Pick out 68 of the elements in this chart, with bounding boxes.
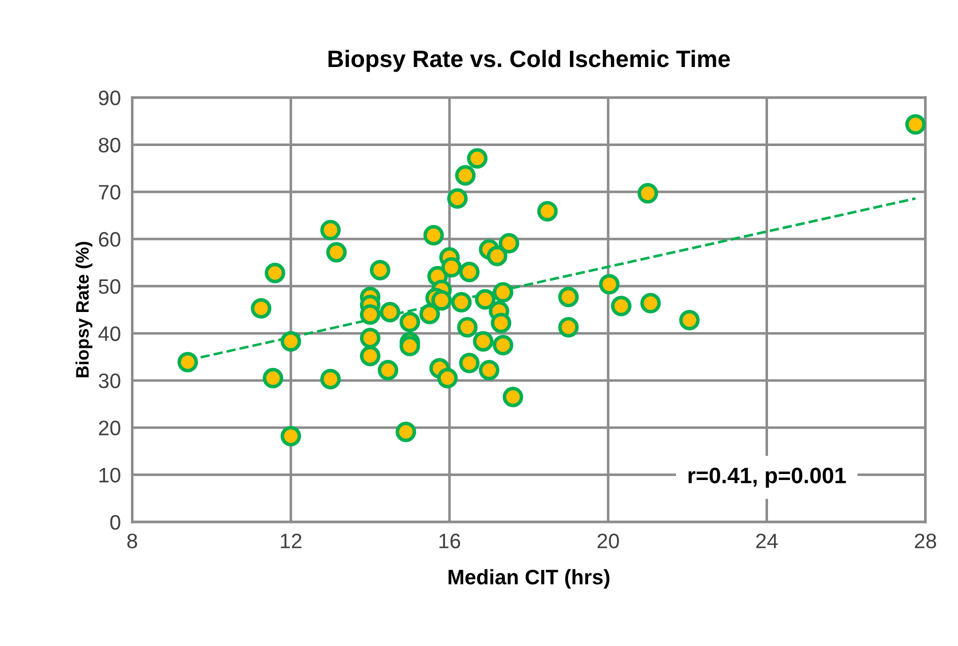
point	[492, 334, 514, 356]
y-tick-label: 50	[98, 279, 120, 294]
point	[437, 368, 458, 388]
point	[177, 352, 198, 372]
x-tick-label: 16	[439, 534, 460, 548]
point	[441, 257, 462, 278]
point	[250, 298, 272, 319]
point	[558, 286, 579, 308]
point	[478, 360, 500, 380]
point	[447, 188, 468, 209]
point	[498, 233, 520, 254]
chart-title: Biopsy Rate vs. Cold Ischemic Time	[328, 50, 730, 72]
point	[396, 422, 416, 442]
point	[280, 426, 302, 446]
point	[360, 346, 380, 366]
point	[262, 368, 284, 388]
point	[467, 148, 488, 169]
point	[474, 289, 496, 310]
point	[380, 302, 400, 322]
y-tick-label: 80	[98, 138, 120, 152]
x-tick-label: 8	[127, 534, 138, 548]
x-tick-label: 28	[914, 534, 936, 548]
point	[431, 290, 452, 311]
point	[472, 331, 494, 352]
point	[492, 282, 514, 303]
point	[455, 165, 476, 186]
point	[400, 336, 420, 356]
point	[905, 114, 926, 135]
point	[280, 331, 302, 352]
point	[320, 220, 341, 240]
x-tick-label: 20	[598, 534, 619, 548]
point	[370, 260, 390, 280]
point	[378, 360, 398, 380]
point	[502, 386, 524, 408]
point	[490, 312, 512, 334]
point	[264, 262, 286, 284]
point	[320, 368, 341, 390]
point	[459, 352, 480, 374]
point	[486, 246, 508, 266]
y-tick-label: 20	[98, 420, 120, 436]
y-tick-label: 0	[110, 514, 120, 530]
y-tick-label: 30	[98, 373, 120, 388]
point	[558, 316, 579, 338]
point	[599, 274, 620, 295]
point	[640, 292, 661, 314]
y-tick-label: 10	[100, 468, 120, 483]
point	[423, 225, 444, 246]
x-tick-label: 12	[280, 534, 302, 548]
y-tick-label: 90	[98, 90, 120, 106]
y-tick-label: 40	[98, 326, 120, 342]
annotation: r=0.41, p=0.001	[688, 468, 846, 488]
point	[360, 328, 380, 348]
point	[326, 242, 347, 262]
point	[400, 312, 420, 332]
y-tick-label: 60	[98, 232, 120, 247]
point	[638, 183, 658, 204]
point	[610, 296, 632, 316]
point	[360, 304, 380, 325]
point	[419, 304, 440, 324]
point	[457, 316, 478, 338]
point	[451, 292, 472, 312]
x-axis-title: Median CIT (hrs)	[448, 569, 610, 589]
point	[679, 310, 700, 330]
point	[459, 262, 480, 282]
y-tick-label: 70	[98, 184, 120, 200]
y-axis-title: Biopsy Rate (%)	[76, 242, 92, 378]
point	[537, 200, 558, 222]
x-tick-label: 24	[756, 534, 778, 548]
